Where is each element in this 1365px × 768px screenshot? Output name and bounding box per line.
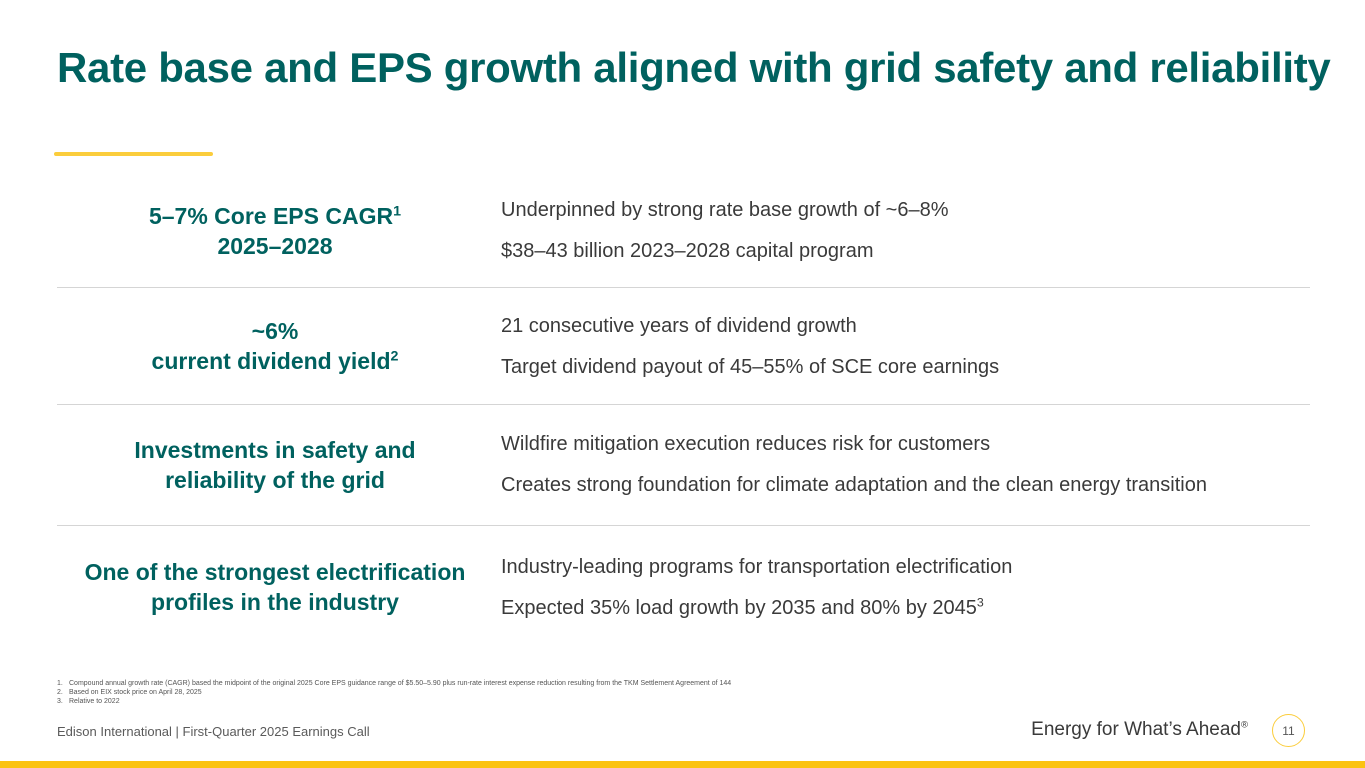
row-heading-line1: Investments in safety and bbox=[134, 437, 416, 463]
row-heading: 5–7% Core EPS CAGR1 2025–2028 bbox=[57, 201, 493, 261]
footnote-ref-3: 3 bbox=[976, 595, 984, 610]
row-detail-item: Target dividend payout of 45–55% of SCE … bbox=[501, 356, 1000, 378]
row-heading-line2: 2025–2028 bbox=[217, 233, 333, 259]
highlight-row-electrification: One of the strongest electrification pro… bbox=[57, 526, 1310, 636]
row-detail-item: 21 consecutive years of dividend growth bbox=[501, 315, 857, 337]
row-detail-item: Expected 35% load growth by 2035 and 80%… bbox=[501, 597, 977, 619]
footnote-ref-1: 1 bbox=[393, 203, 402, 220]
footnote-ref-2: 2 bbox=[390, 348, 399, 365]
row-detail-item: $38–43 billion 2023–2028 capital program bbox=[501, 240, 874, 262]
footnote-text: Based on EIX stock price on April 28, 20… bbox=[69, 689, 202, 696]
title-accent-bar bbox=[54, 152, 213, 156]
row-detail-item: Creates strong foundation for climate ad… bbox=[501, 474, 1207, 496]
footnote-text: Compound annual growth rate (CAGR) based… bbox=[69, 680, 732, 687]
row-heading-line1: One of the strongest electrification bbox=[84, 559, 466, 585]
row-details: Industry-leading programs for transporta… bbox=[501, 555, 1310, 620]
row-heading: One of the strongest electrification pro… bbox=[57, 557, 493, 617]
row-details: 21 consecutive years of dividend growth … bbox=[501, 314, 1310, 379]
footnote: 1. Compound annual growth rate (CAGR) bas… bbox=[57, 679, 731, 688]
row-heading-line2: reliability of the grid bbox=[165, 467, 385, 493]
row-heading-line2: profiles in the industry bbox=[151, 589, 399, 615]
row-heading: ~6% current dividend yield2 bbox=[57, 316, 493, 376]
footnote: 2. Based on EIX stock price on April 28, … bbox=[57, 688, 731, 697]
highlight-row-safety: Investments in safety and reliability of… bbox=[57, 405, 1310, 526]
row-heading-line2: current dividend yield bbox=[151, 348, 391, 374]
bottom-accent-bar bbox=[0, 761, 1365, 768]
tagline-text: Energy for What’s Ahead bbox=[1031, 719, 1241, 740]
footnote-number: 1. bbox=[57, 680, 63, 687]
row-detail-item: Underpinned by strong rate base growth o… bbox=[501, 199, 949, 221]
registered-mark: ® bbox=[1241, 719, 1248, 731]
highlight-row-dividend: ~6% current dividend yield2 21 consecuti… bbox=[57, 288, 1310, 405]
slide-title: Rate base and EPS growth aligned with gr… bbox=[57, 44, 1331, 91]
footnote-number: 3. bbox=[57, 698, 63, 705]
row-heading-line1: 5–7% Core EPS CAGR bbox=[148, 203, 394, 229]
footer-source: Edison International | First-Quarter 202… bbox=[57, 724, 370, 739]
footnote-number: 2. bbox=[57, 689, 63, 696]
highlight-row-eps: 5–7% Core EPS CAGR1 2025–2028 Underpinne… bbox=[57, 190, 1310, 288]
row-heading-line1: ~6% bbox=[251, 318, 299, 344]
brand-tagline: Energy for What’s Ahead® bbox=[1031, 719, 1248, 741]
page-number: 11 bbox=[1272, 714, 1305, 747]
footnote: 3. Relative to 2022 bbox=[57, 697, 731, 706]
row-detail-item: Industry-leading programs for transporta… bbox=[501, 556, 1013, 578]
row-details: Wildfire mitigation execution reduces ri… bbox=[501, 432, 1310, 497]
footnote-text: Relative to 2022 bbox=[69, 698, 120, 705]
row-heading: Investments in safety and reliability of… bbox=[57, 435, 493, 495]
footnotes: 1. Compound annual growth rate (CAGR) bas… bbox=[57, 679, 731, 706]
row-details: Underpinned by strong rate base growth o… bbox=[501, 198, 1310, 263]
row-detail-item: Wildfire mitigation execution reduces ri… bbox=[501, 433, 991, 455]
